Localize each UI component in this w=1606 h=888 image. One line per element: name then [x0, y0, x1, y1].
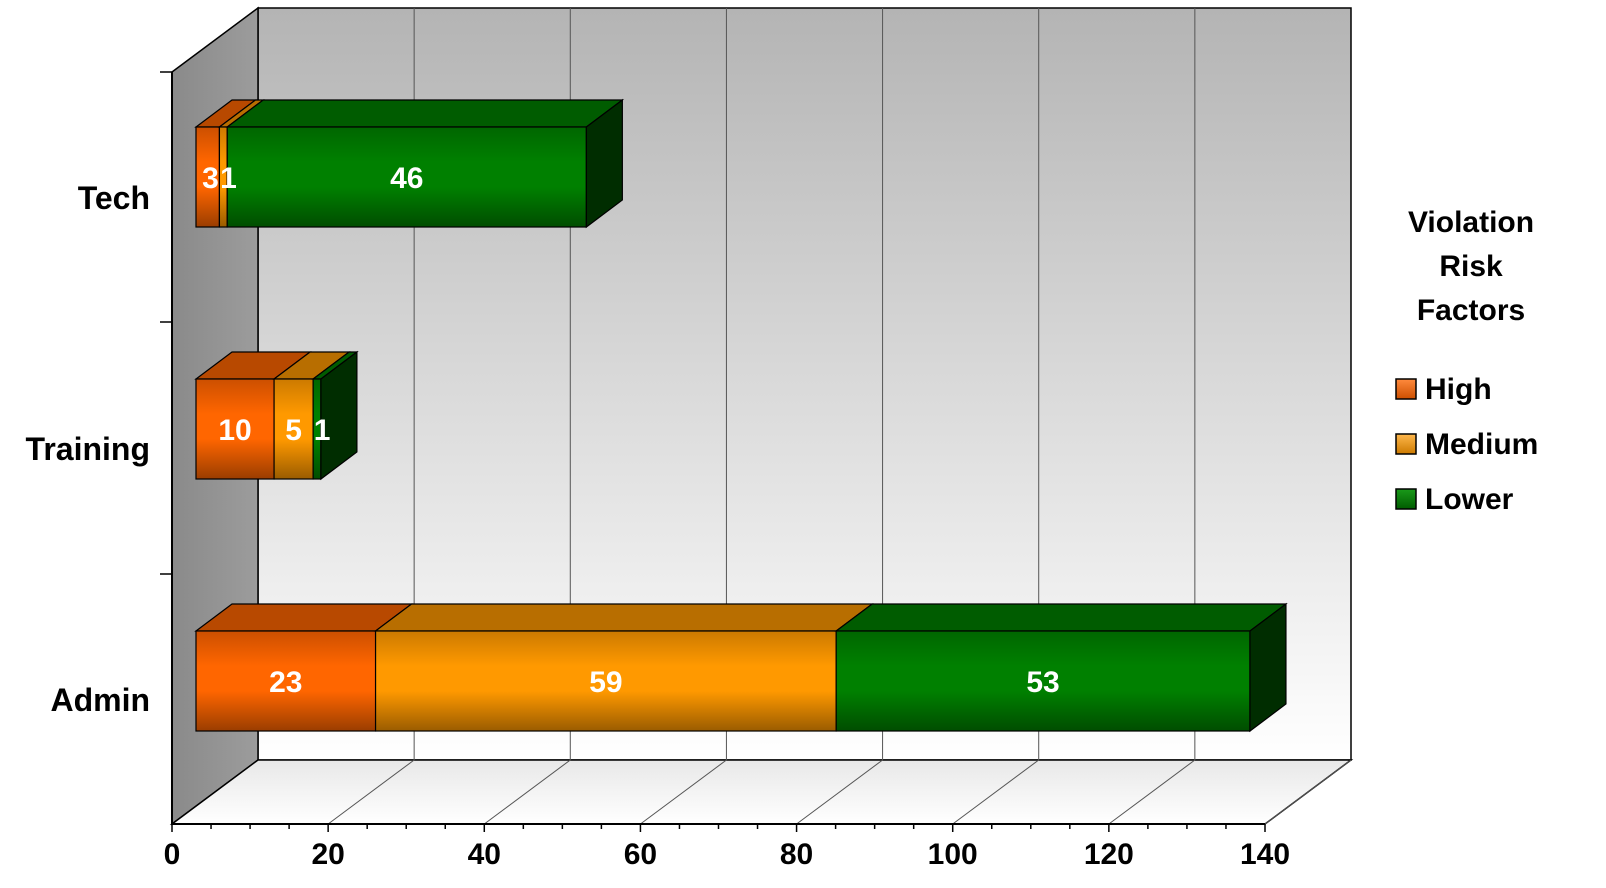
gridline-floor-2: [483, 759, 571, 825]
x-tick-label-140: 140: [1240, 838, 1290, 871]
x-tick-label-60: 60: [624, 838, 657, 871]
data-label-admin-high: 23: [269, 666, 302, 699]
bar-admin-high: [195, 630, 377, 732]
gridline-floor-1: [327, 759, 415, 825]
legend-title-line-1: Violation: [1408, 206, 1534, 239]
bar-training-medium: [273, 378, 314, 480]
bar-tech-lower: [226, 126, 587, 228]
legend: Violation Risk Factors High Medium Lower: [1395, 206, 1538, 516]
bar-training-side: [320, 350, 358, 481]
bar-group-training: [194, 350, 359, 481]
bar-tech-side: [585, 98, 623, 229]
legend-swatch-lower: [1395, 488, 1417, 510]
bar-admin-medium-top: [373, 603, 874, 632]
legend-label-high: High: [1425, 373, 1492, 406]
x-tick-label-20: 20: [311, 838, 344, 871]
data-label-tech-lower: 46: [390, 162, 423, 195]
x-tick-label-100: 100: [928, 838, 978, 871]
bar-tech-lower-top: [225, 99, 625, 128]
bar-admin-high-top: [194, 603, 414, 632]
gridline-floor-7: [1264, 759, 1352, 825]
bar-admin-side: [1249, 602, 1287, 733]
x-tick-label-80: 80: [780, 838, 813, 871]
bar-admin-lower: [835, 630, 1251, 732]
bar-group-admin: [194, 602, 1288, 733]
data-label-admin-medium: 59: [589, 666, 622, 699]
legend-title-line-2: Risk: [1439, 250, 1503, 283]
data-label-training-medium: 5: [285, 414, 302, 447]
data-label-admin-lower: 53: [1026, 666, 1059, 699]
gridline-floor-3: [640, 759, 727, 825]
category-label-tech: Tech: [78, 180, 150, 216]
legend-swatch-medium: [1395, 433, 1417, 455]
x-tick-label-0: 0: [164, 838, 181, 871]
axes: 0 20 40 60 80 100 120 140 Tech Training Admin: [26, 71, 1290, 871]
data-label-training-lower: 1: [314, 414, 331, 447]
legend-label-medium: Medium: [1425, 428, 1538, 461]
bar-admin-lower-top: [834, 603, 1288, 632]
legend-swatch-high: [1395, 378, 1417, 400]
data-label-tech-high: 3: [202, 162, 219, 195]
bars: [194, 98, 1288, 733]
floor: [169, 759, 1354, 825]
x-tick-label-40: 40: [468, 838, 501, 871]
category-label-training: Training: [26, 431, 150, 467]
bar-training-high: [195, 378, 275, 480]
gridline-floor-5: [952, 759, 1040, 825]
x-tick-label-120: 120: [1084, 838, 1134, 871]
category-label-admin: Admin: [50, 682, 150, 718]
bar-admin-medium: [374, 630, 837, 732]
data-label-tech-medium: 1: [220, 162, 237, 195]
gridline-floor-6: [1108, 759, 1196, 825]
data-label-training-high: 10: [218, 414, 251, 447]
bar-group-tech: [194, 98, 625, 229]
gridline-floor-4: [796, 759, 883, 825]
legend-title-line-3: Factors: [1417, 294, 1525, 327]
legend-label-lower: Lower: [1425, 483, 1514, 516]
